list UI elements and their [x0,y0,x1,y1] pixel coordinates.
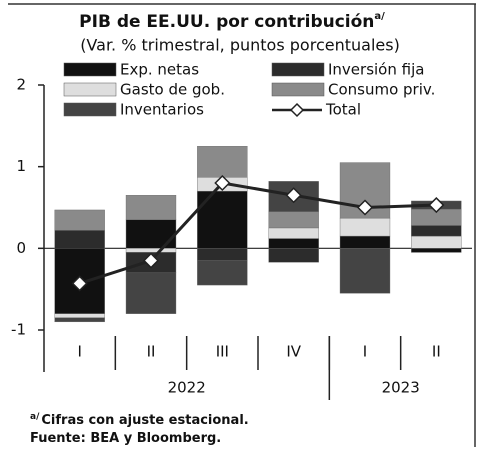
bar-segment [339,248,391,294]
bar-segment [54,313,105,318]
bar-segment [125,248,177,253]
bar-segment [339,235,391,249]
footnote-text: Cifras con ajuste estacional. [41,413,248,428]
bar-segment [268,248,319,263]
bar-segment [125,272,177,314]
bar-segment [54,317,105,323]
chart-title: PIB de EE.UU. por contribucióna/ [79,11,385,32]
total-marker [285,187,302,204]
bar-segment [411,235,462,249]
bar-segment [125,219,177,249]
legend-label: Inversión fija [328,61,424,79]
legend-label: Total [325,101,361,119]
footnote-text: Fuente: BEA y Bloomberg. [30,431,221,446]
legend-label: Consumo priv. [328,81,435,99]
legend-label: Inventarios [120,101,204,119]
footnote: Fuente: BEA y Bloomberg. [30,431,221,446]
bar-segment [268,238,319,249]
total-marker [356,199,374,216]
bar-segment [197,248,248,261]
legend-label: Exp. netas [120,61,199,79]
bar-segment [125,195,177,220]
legend-label: Gasto de gob. [120,81,225,99]
footnote: a/Cifras con ajuste estacional. [30,412,249,428]
x-tick-label: III [216,343,229,361]
legend-swatch [63,82,117,97]
x-tick-label: I [77,343,81,361]
legend-swatch [63,102,117,117]
total-marker [142,252,160,269]
footnote-marker: a/ [30,412,40,422]
x-tick-label: IV [286,343,301,361]
bar-segment [197,260,248,286]
bar-segment [54,230,105,249]
bar-segment [268,211,319,229]
y-tick-label: 1 [16,157,26,175]
total-marker [428,196,445,214]
bar-segment [411,225,462,237]
bar-segment [54,248,105,314]
total-marker [214,174,231,192]
bar-segment [339,217,391,237]
bar-segment [411,248,462,253]
total-line [79,181,437,285]
bar-segment [54,209,105,231]
legend-diamond [289,102,305,118]
chart-subtitle: (Var. % trimestral, puntos porcentuales) [80,36,400,55]
group-label: 2022 [168,379,206,397]
bar-segment [197,190,248,249]
legend-swatch [271,82,325,97]
x-tick-label: II [432,343,441,361]
y-tick-label: 0 [16,239,26,257]
x-tick-label: I [363,343,367,361]
total-marker [71,275,88,292]
group-label: 2023 [382,379,420,397]
bar-segment [197,146,248,178]
legend-swatch [63,62,117,77]
y-tick-label: 2 [16,76,26,94]
title-text: PIB de EE.UU. por contribución [79,12,374,32]
x-tick-label: II [147,343,156,361]
bar-segment [268,227,319,239]
y-tick-label: -1 [11,321,26,339]
title-note: a/ [374,11,385,22]
legend-swatch [271,62,325,77]
